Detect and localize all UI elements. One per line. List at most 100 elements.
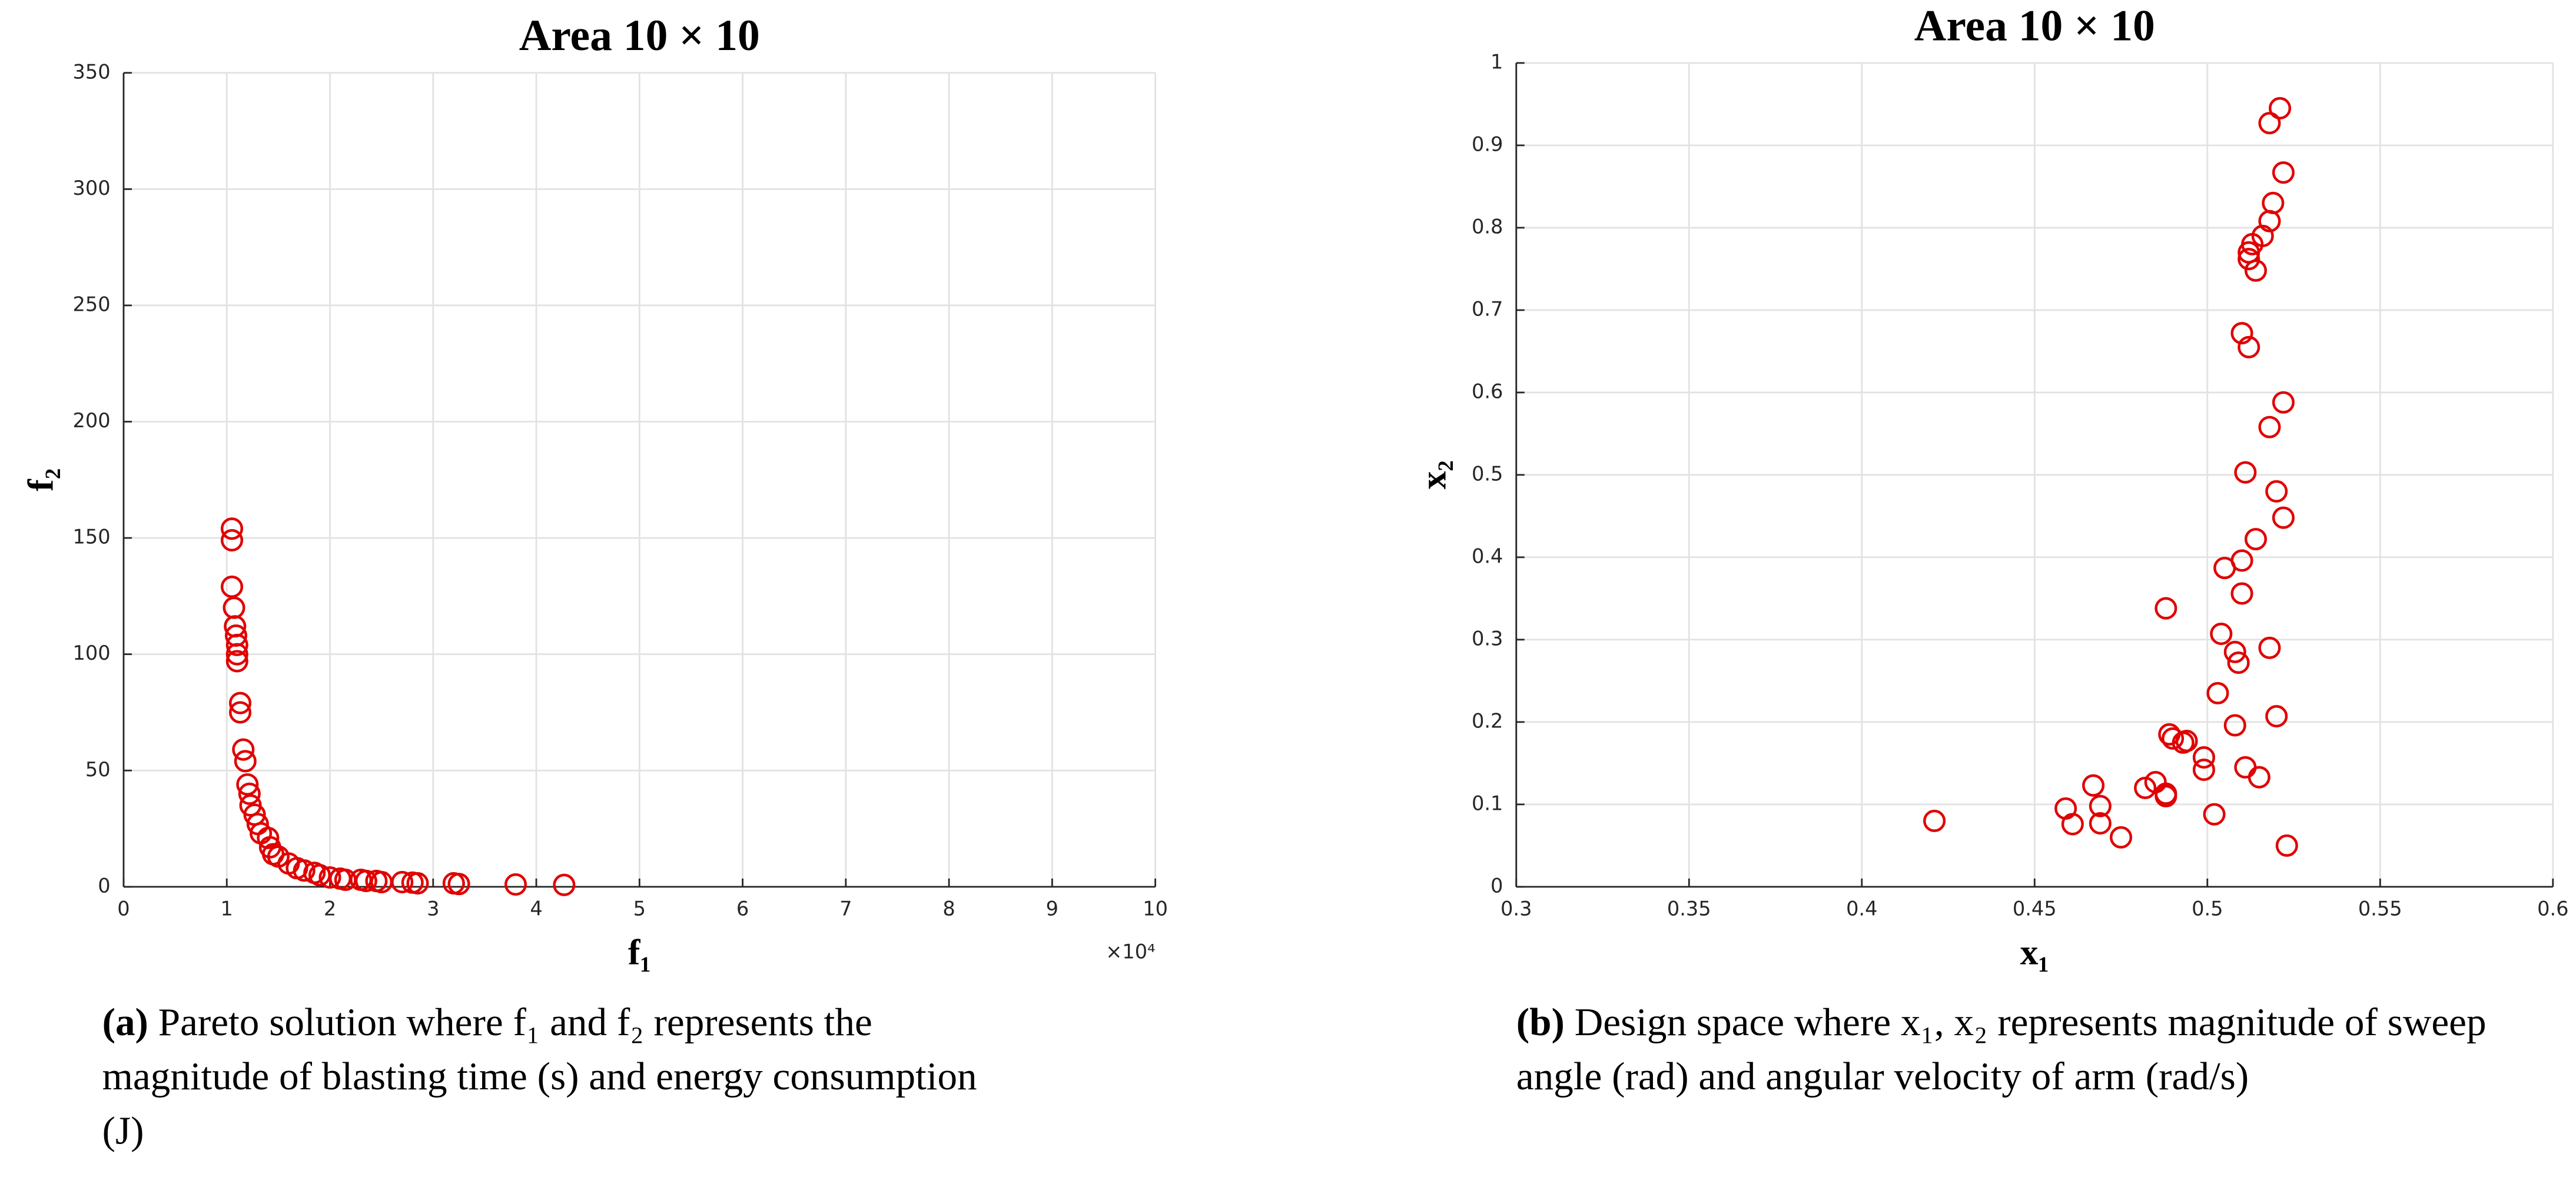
point bbox=[2223, 714, 2246, 737]
caption: (b) Design space where x₁, x₂ represents… bbox=[1516, 997, 2505, 1106]
point bbox=[2230, 582, 2253, 605]
point bbox=[447, 873, 470, 896]
point bbox=[2227, 651, 2250, 674]
point bbox=[2272, 161, 2295, 184]
point bbox=[2234, 461, 2257, 484]
y-tick-label: 0.9 bbox=[1472, 132, 1503, 155]
point bbox=[220, 576, 244, 599]
x-tick-label: 0 bbox=[117, 897, 130, 920]
y-tick-label: 350 bbox=[72, 60, 110, 83]
y-axis-label: x₂ bbox=[1414, 460, 1454, 489]
point bbox=[238, 782, 261, 805]
caption: (a) Pareto solution where f₁ and f₂ repr… bbox=[102, 997, 1025, 1160]
point bbox=[2244, 259, 2268, 282]
x-tick-label: 4 bbox=[530, 897, 542, 920]
point bbox=[308, 864, 331, 887]
point bbox=[2089, 812, 2112, 835]
point bbox=[257, 826, 280, 849]
point bbox=[354, 869, 377, 893]
point bbox=[2265, 705, 2288, 728]
caption-label: (b) bbox=[1516, 1002, 1565, 1045]
point bbox=[2272, 391, 2295, 414]
point bbox=[2238, 248, 2260, 271]
x-tick-label: 10 bbox=[1143, 897, 1168, 920]
y-tick-label: 0.7 bbox=[1472, 297, 1503, 320]
y-tick-label: 0 bbox=[1491, 874, 1503, 897]
x-axis-label: x₁ bbox=[2020, 933, 2049, 973]
y-axis-label: f₂ bbox=[21, 468, 61, 491]
point bbox=[318, 866, 341, 889]
x-tick-label: 0.6 bbox=[2537, 897, 2568, 920]
point bbox=[2155, 784, 2177, 807]
point bbox=[228, 701, 252, 724]
point bbox=[293, 859, 316, 882]
x-tick-label: 3 bbox=[427, 897, 439, 920]
x-tick-label: 0.5 bbox=[2192, 897, 2223, 920]
y-tick-label: 150 bbox=[72, 526, 110, 548]
x-tick-label: 2 bbox=[324, 897, 336, 920]
chart-title: Area 10 × 10 bbox=[519, 11, 760, 60]
y-tick-label: 200 bbox=[72, 409, 110, 432]
point bbox=[232, 738, 255, 761]
y-tick-label: 0.2 bbox=[1472, 709, 1503, 732]
caption-text: (b) Design space where x₁, x₂ represents… bbox=[1516, 997, 2505, 1106]
y-tick-label: 0.1 bbox=[1472, 792, 1503, 814]
point bbox=[2234, 756, 2257, 779]
y-tick-label: 0.8 bbox=[1472, 215, 1503, 238]
point bbox=[220, 517, 244, 540]
x-tick-label: 5 bbox=[633, 897, 646, 920]
point bbox=[2061, 813, 2084, 836]
x-tick-label: 7 bbox=[839, 897, 852, 920]
point bbox=[225, 650, 248, 673]
x-tick-label: 6 bbox=[736, 897, 749, 920]
point bbox=[2272, 506, 2295, 529]
y-tick-label: 0 bbox=[98, 874, 110, 897]
point bbox=[220, 529, 244, 552]
point bbox=[2155, 597, 2177, 620]
x-tick-label: 0.35 bbox=[1667, 897, 1711, 920]
point bbox=[504, 873, 527, 896]
point bbox=[2258, 112, 2281, 135]
point bbox=[225, 643, 248, 666]
point bbox=[2230, 549, 2253, 572]
x-tick-label: 0.55 bbox=[2358, 897, 2402, 920]
y-tick-label: 100 bbox=[72, 641, 110, 664]
point bbox=[1923, 809, 1946, 832]
y-tick-label: 0.5 bbox=[1472, 462, 1503, 485]
point bbox=[2210, 623, 2233, 646]
point bbox=[391, 870, 414, 893]
point bbox=[2192, 746, 2215, 769]
y-tick-label: 1 bbox=[1491, 50, 1503, 73]
point bbox=[406, 872, 429, 895]
point bbox=[228, 691, 252, 714]
point bbox=[2248, 766, 2270, 789]
point bbox=[2206, 681, 2229, 704]
x-exponent: ×10⁴ bbox=[1106, 940, 1155, 963]
y-tick-label: 300 bbox=[72, 177, 110, 200]
y-tick-label: 0.3 bbox=[1472, 627, 1503, 650]
x-tick-label: 0.45 bbox=[2013, 897, 2057, 920]
x-axis-label: f₁ bbox=[628, 933, 651, 973]
point bbox=[2089, 794, 2112, 817]
caption-text: (a) Pareto solution where f₁ and f₂ repr… bbox=[102, 997, 1025, 1160]
point bbox=[2275, 834, 2298, 857]
point bbox=[2223, 640, 2246, 663]
y-tick-label: 0.4 bbox=[1472, 544, 1503, 567]
point bbox=[2262, 191, 2285, 214]
x-tick-label: 0.3 bbox=[1501, 897, 1532, 920]
chart-title: Area 10 × 10 bbox=[1914, 1, 2155, 50]
x-tick-label: 0.4 bbox=[1846, 897, 1877, 920]
point bbox=[236, 773, 259, 796]
point bbox=[2082, 774, 2105, 797]
point bbox=[2230, 322, 2253, 345]
point bbox=[2175, 730, 2198, 753]
point bbox=[2109, 826, 2133, 849]
point bbox=[234, 750, 257, 773]
point bbox=[553, 873, 576, 896]
point bbox=[2203, 803, 2226, 826]
x-tick-label: 8 bbox=[942, 897, 955, 920]
x-tick-label: 9 bbox=[1046, 897, 1058, 920]
point bbox=[2251, 224, 2274, 247]
point bbox=[2238, 335, 2260, 358]
